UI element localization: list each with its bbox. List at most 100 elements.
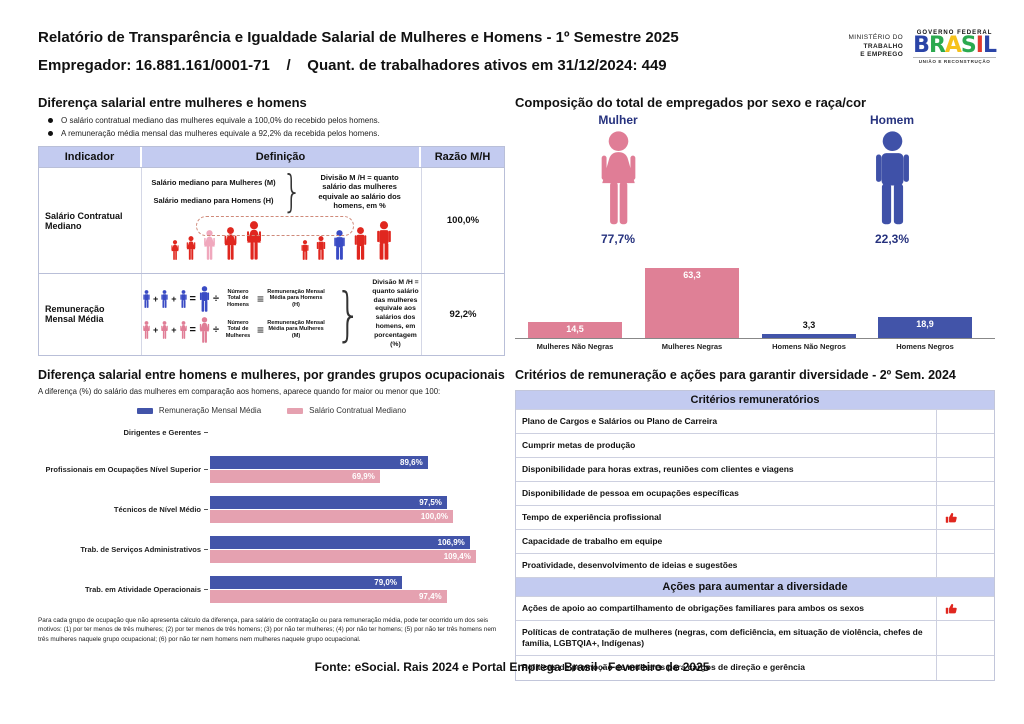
category-label: Homens Não Negros <box>772 342 846 351</box>
median-highlight-box <box>196 215 354 236</box>
legend-swatch-pink <box>287 407 304 414</box>
criteria-row: Disponibilidade para horas extras, reuni… <box>516 457 994 482</box>
source-footer: Fonte: eSocial. Rais 2024 e Portal Empre… <box>314 660 710 674</box>
criteria-row: Cumprir metas de produção <box>516 433 994 458</box>
occ-group-dirigentes: Dirigentes e Gerentes <box>38 428 210 437</box>
category-label: Homens Negros <box>896 342 954 351</box>
category-label: Mulheres Não Negras <box>536 342 614 351</box>
occ-group-servicos: Trab. de Serviços Administrativos 106,9%… <box>38 536 476 563</box>
men-average-equation: + + = ÷ Número Total de Homens ≡ Remuner… <box>142 286 327 312</box>
occ-group-profissionais: Profissionais em Ocupações Nível Superio… <box>38 456 428 483</box>
brace-glyph: } <box>281 166 302 217</box>
bullet-item: A remuneração média mensal das mulheres … <box>48 129 505 138</box>
occupational-title: Diferença salarial entre homens e mulher… <box>38 368 505 382</box>
criteria-table: Critérios remuneratórios Plano de Cargos… <box>515 390 995 681</box>
criteria-row: Políticas de promoção de mulheres para c… <box>516 655 994 680</box>
axis-tick <box>204 469 208 470</box>
report-header: Relatório de Transparência e Igualdade S… <box>38 29 818 74</box>
band-acoes-diversidade: Ações para aumentar a diversidade <box>516 577 994 597</box>
male-percent: 22,3% <box>874 232 910 246</box>
bullet-item: O salário contratual mediano das mulhere… <box>48 116 505 125</box>
category-label: Mulheres Negras <box>661 342 723 351</box>
indicator-table-header: Indicador Definição Razão M/H <box>39 147 504 167</box>
composition-bar-chart: 14,5 63,3 3,3 18,9 Mulheres Não Negras M… <box>515 243 995 360</box>
man-icon <box>352 227 369 260</box>
axis-tick <box>204 432 208 433</box>
criteria-row: Proatividade, desenvolvimento de ideias … <box>516 553 994 578</box>
employer-line: Empregador: 16.881.161/0001-71 / Quant. … <box>38 56 667 74</box>
definition-cell: Salário mediano para Mulheres (M) Salári… <box>142 168 421 273</box>
legend-item-remuneracao: Remuneração Mensal Média <box>136 406 261 415</box>
section-salary-gap: Diferença salarial entre mulheres e home… <box>38 95 505 356</box>
man-icon <box>300 240 310 260</box>
occupational-footnote: Para cada grupo de ocupação que não apre… <box>38 617 497 643</box>
chart-legend: Remuneração Mensal Média Salário Contrat… <box>38 406 505 415</box>
thumbs-up-icon <box>945 602 958 615</box>
occ-group-operacionais: Trab. em Atividade Operacionais 79,0% 97,… <box>38 576 447 603</box>
female-percent: 77,7% <box>600 232 636 246</box>
man-icon <box>142 290 151 308</box>
woman-icon <box>185 236 197 260</box>
criteria-row: Ações de apoio ao compartilhamento de ob… <box>516 596 994 621</box>
salary-gap-bullets: O salário contratual mediano das mulhere… <box>38 116 505 138</box>
ministry-logo: MINISTÉRIO DO TRABALHO E EMPREGO <box>848 33 904 59</box>
axis-tick <box>204 589 208 590</box>
bar-homens-nao-negros: 3,3 <box>762 320 856 338</box>
ratio-value: 100,0% <box>421 168 504 273</box>
female-label: Mulher <box>598 113 638 127</box>
legend-item-salario: Salário Contratual Mediano <box>287 406 406 415</box>
man-icon <box>315 236 327 260</box>
criteria-row: Políticas de contratação de mulheres (ne… <box>516 620 994 656</box>
woman-icon-large <box>595 131 642 225</box>
male-figure-block: Homem 22,3% <box>837 113 947 246</box>
female-figure-block: Mulher 77,7% <box>563 113 673 246</box>
median-pictogram <box>144 215 419 260</box>
report-title: Relatório de Transparência e Igualdade S… <box>38 29 679 46</box>
salary-gap-title: Diferença salarial entre mulheres e home… <box>38 95 307 110</box>
occupational-subtitle: A diferença (%) do salário das mulheres … <box>38 387 441 396</box>
woman-icon <box>170 240 180 260</box>
axis-tick <box>204 549 208 550</box>
bar-homens-negros: 18,9 <box>878 317 972 338</box>
band-criterios-remuneratorios: Critérios remuneratórios <box>516 391 994 409</box>
axis-tick <box>204 509 208 510</box>
man-icon <box>198 286 211 312</box>
male-label: Homem <box>869 113 914 127</box>
criteria-row: Tempo de experiência profissional <box>516 505 994 530</box>
brasil-wordmark: BRASIL <box>913 33 997 58</box>
bullet-icon <box>48 131 53 136</box>
woman-icon <box>142 321 151 339</box>
definition-cell: + + = ÷ Número Total de Homens ≡ Remuner… <box>142 274 421 355</box>
logo-area: MINISTÉRIO DO TRABALHO E EMPREGO GOVERNO… <box>848 30 997 64</box>
bar-mulheres-nao-negras: 14,5 <box>528 322 622 338</box>
composition-title: Composição do total de empregados por se… <box>515 95 867 110</box>
occ-group-tecnicos: Técnicos de Nível Médio 97,5% 100,0% <box>38 496 453 523</box>
woman-icon <box>160 321 169 339</box>
criteria-title: Critérios de remuneração e ações para ga… <box>515 368 956 382</box>
woman-icon <box>198 317 211 343</box>
legend-swatch-blue <box>136 407 153 414</box>
criteria-row: Disponibilidade de pessoa em ocupações e… <box>516 481 994 506</box>
section-composition: Composição do total de empregados por se… <box>515 95 995 360</box>
govbr-logo: GOVERNO FEDERAL BRASIL UNIÃO E RECONSTRU… <box>913 30 997 64</box>
brace-glyph: } <box>335 280 362 349</box>
indicator-table: Indicador Definição Razão M/H Salário Co… <box>38 146 505 356</box>
table-row-remuneracao-media: Remuneração Mensal Média + + = ÷ Número … <box>39 273 504 355</box>
section-occupational: Diferença salarial entre homens e mulher… <box>38 368 505 652</box>
bullet-icon <box>48 118 53 123</box>
bar-mulheres-negras: 63,3 <box>645 268 739 338</box>
man-icon <box>160 290 169 308</box>
man-icon-large <box>869 131 916 225</box>
section-criteria: Critérios de remuneração e ações para ga… <box>515 368 995 681</box>
woman-icon <box>179 321 188 339</box>
man-icon <box>374 221 394 260</box>
ratio-value: 92,2% <box>421 274 504 355</box>
thumbs-up-icon <box>945 511 958 524</box>
women-average-equation: + + = ÷ Número Total de Mulheres ≡ Remun… <box>142 317 327 343</box>
table-row-salario-contratual: Salário Contratual Mediano Salário media… <box>39 167 504 273</box>
x-axis-line <box>515 338 995 339</box>
criteria-row: Capacidade de trabalho em equipe <box>516 529 994 554</box>
criteria-row: Plano de Cargos e Salários ou Plano de C… <box>516 409 994 434</box>
man-icon <box>179 290 188 308</box>
